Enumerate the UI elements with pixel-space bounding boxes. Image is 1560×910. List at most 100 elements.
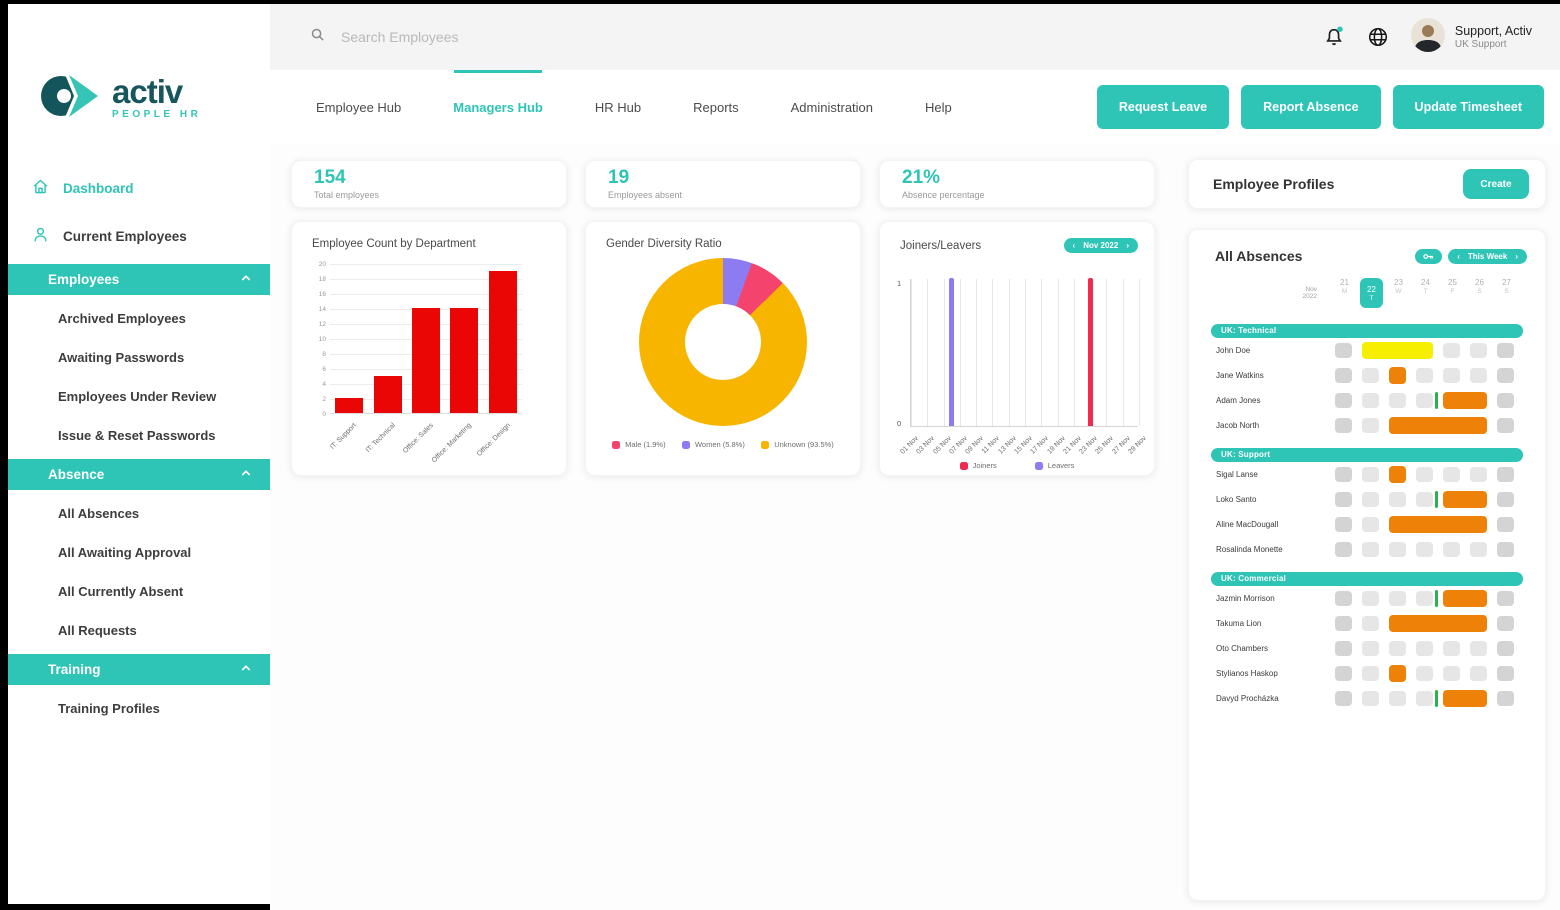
absence-cell[interactable] xyxy=(1443,343,1460,358)
create-profile-button[interactable]: Create xyxy=(1463,169,1529,199)
absence-cell[interactable] xyxy=(1470,368,1487,383)
sidebar-item-all-absences[interactable]: All Absences xyxy=(58,506,140,521)
absence-bar-orange[interactable] xyxy=(1389,516,1487,533)
absence-cell[interactable] xyxy=(1362,418,1379,433)
day-header-21[interactable]: 21 M xyxy=(1340,278,1349,295)
sidebar-item-awaiting-passwords[interactable]: Awaiting Passwords xyxy=(58,350,185,365)
absence-bar-orange[interactable] xyxy=(1443,590,1487,607)
search-input[interactable] xyxy=(341,29,721,45)
absence-cell[interactable] xyxy=(1497,467,1514,482)
absence-bar-orange[interactable] xyxy=(1389,665,1406,682)
absence-cell[interactable] xyxy=(1362,368,1379,383)
week-selector-pill[interactable]: ‹ This Week › xyxy=(1448,248,1527,264)
absence-cell[interactable] xyxy=(1497,616,1514,631)
sidebar-section-training[interactable]: Training xyxy=(8,654,270,685)
absence-cell[interactable] xyxy=(1443,467,1460,482)
absence-cell[interactable] xyxy=(1416,542,1433,557)
absence-cell[interactable] xyxy=(1470,467,1487,482)
absence-cell[interactable] xyxy=(1335,418,1352,433)
update-timesheet-button[interactable]: Update Timesheet xyxy=(1392,85,1544,129)
sidebar-item-employees-under-review[interactable]: Employees Under Review xyxy=(58,389,217,404)
tab-help[interactable]: Help xyxy=(925,99,952,115)
absence-cell[interactable] xyxy=(1497,343,1514,358)
prev-month-arrow[interactable]: ‹ xyxy=(1072,241,1076,250)
absence-bar-orange[interactable] xyxy=(1389,615,1487,632)
absence-cell[interactable] xyxy=(1416,393,1433,408)
sidebar-item-issue-reset-passwords[interactable]: Issue & Reset Passwords xyxy=(58,428,216,443)
absence-cell[interactable] xyxy=(1335,666,1352,681)
absence-group-header-uk-technical[interactable]: UK: Technical xyxy=(1211,324,1523,338)
sidebar-section-absence[interactable]: Absence xyxy=(8,459,270,490)
tab-hr-hub[interactable]: HR Hub xyxy=(594,99,642,115)
absence-cell[interactable] xyxy=(1362,393,1379,408)
absence-cell[interactable] xyxy=(1443,368,1460,383)
absence-cell[interactable] xyxy=(1443,542,1460,557)
day-header-24[interactable]: 24 T xyxy=(1421,278,1430,295)
absence-group-header-uk-support[interactable]: UK: Support xyxy=(1211,448,1523,462)
absence-cell[interactable] xyxy=(1389,641,1406,656)
absence-cell[interactable] xyxy=(1470,641,1487,656)
absence-cell[interactable] xyxy=(1335,368,1352,383)
absence-cell[interactable] xyxy=(1362,517,1379,532)
day-header-27[interactable]: 27 S xyxy=(1502,278,1511,295)
absence-cell[interactable] xyxy=(1389,691,1406,706)
report-absence-button[interactable]: Report Absence xyxy=(1241,85,1381,129)
absence-bar-yellow[interactable] xyxy=(1362,342,1433,359)
absence-cell[interactable] xyxy=(1416,666,1433,681)
absence-cell[interactable] xyxy=(1497,368,1514,383)
absence-bar-orange[interactable] xyxy=(1443,491,1487,508)
tab-employee-hub[interactable]: Employee Hub xyxy=(316,99,402,115)
absence-cell[interactable] xyxy=(1389,591,1406,606)
absence-cell[interactable] xyxy=(1362,616,1379,631)
day-header-25[interactable]: 25 F xyxy=(1448,278,1457,295)
notifications-bell-icon[interactable] xyxy=(1323,25,1345,49)
absence-bar-orange[interactable] xyxy=(1389,417,1487,434)
absence-cell[interactable] xyxy=(1335,691,1352,706)
user-menu[interactable]: Support, Activ UK Support xyxy=(1410,17,1532,57)
absence-cell[interactable] xyxy=(1335,641,1352,656)
absence-bar-orange[interactable] xyxy=(1443,690,1487,707)
absence-cell[interactable] xyxy=(1497,492,1514,507)
sidebar-section-employees[interactable]: Employees xyxy=(8,264,270,295)
day-header-22[interactable]: 22 T xyxy=(1358,278,1385,308)
absence-cell[interactable] xyxy=(1335,343,1352,358)
sidebar-item-all-currently-absent[interactable]: All Currently Absent xyxy=(58,584,184,599)
absence-cell[interactable] xyxy=(1497,542,1514,557)
month-selector-pill[interactable]: ‹ Nov 2022 › xyxy=(1063,238,1138,253)
sidebar-item-current-employees[interactable]: Current Employees xyxy=(8,212,270,260)
absence-cell[interactable] xyxy=(1497,591,1514,606)
request-leave-button[interactable]: Request Leave xyxy=(1096,85,1230,129)
day-header-23[interactable]: 23 W xyxy=(1394,278,1403,295)
absence-cell[interactable] xyxy=(1416,467,1433,482)
globe-language-icon[interactable] xyxy=(1367,26,1389,48)
legend-key-button[interactable] xyxy=(1415,248,1443,264)
absence-cell[interactable] xyxy=(1362,666,1379,681)
absence-cell[interactable] xyxy=(1362,591,1379,606)
absence-cell[interactable] xyxy=(1470,666,1487,681)
sidebar-item-training-profiles[interactable]: Training Profiles xyxy=(58,701,160,716)
absence-cell[interactable] xyxy=(1470,542,1487,557)
prev-week-arrow[interactable]: ‹ xyxy=(1457,251,1460,261)
absence-cell[interactable] xyxy=(1335,517,1352,532)
sidebar-item-all-awaiting-approval[interactable]: All Awaiting Approval xyxy=(58,545,192,560)
absence-cell[interactable] xyxy=(1335,393,1352,408)
absence-cell[interactable] xyxy=(1443,666,1460,681)
absence-cell[interactable] xyxy=(1497,393,1514,408)
absence-cell[interactable] xyxy=(1497,666,1514,681)
absence-cell[interactable] xyxy=(1497,641,1514,656)
absence-bar-orange[interactable] xyxy=(1389,367,1406,384)
absence-cell[interactable] xyxy=(1362,542,1379,557)
sidebar-item-all-requests[interactable]: All Requests xyxy=(58,623,137,638)
absence-cell[interactable] xyxy=(1416,368,1433,383)
sidebar-item-archived-employees[interactable]: Archived Employees xyxy=(58,311,186,326)
absence-group-header-uk-commercial[interactable]: UK: Commercial xyxy=(1211,572,1523,586)
day-header-26[interactable]: 26 S xyxy=(1475,278,1484,295)
tab-reports[interactable]: Reports xyxy=(693,99,739,115)
absence-cell[interactable] xyxy=(1389,542,1406,557)
absence-cell[interactable] xyxy=(1335,591,1352,606)
absence-cell[interactable] xyxy=(1335,616,1352,631)
sidebar-item-dashboard[interactable]: Dashboard xyxy=(8,164,270,212)
absence-cell[interactable] xyxy=(1362,691,1379,706)
absence-cell[interactable] xyxy=(1335,467,1352,482)
absence-cell[interactable] xyxy=(1497,517,1514,532)
